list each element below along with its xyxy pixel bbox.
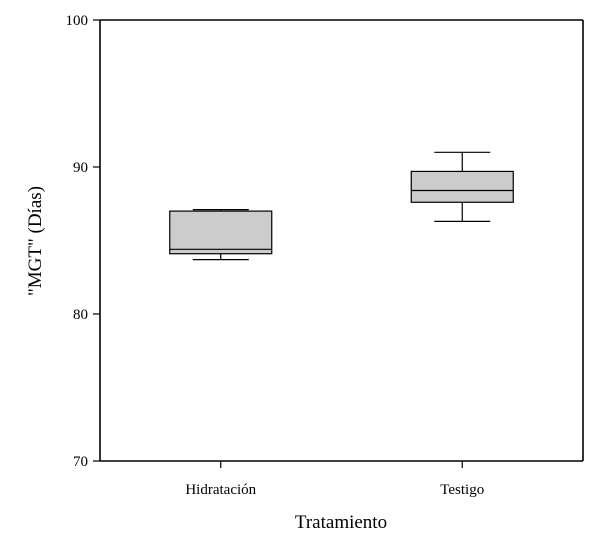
x-tick-label-1: Testigo xyxy=(440,482,484,498)
y-tick-label-90: 90 xyxy=(73,160,88,176)
x-ticks: Hidratación Testigo xyxy=(185,461,484,498)
iqr-box xyxy=(410,170,514,203)
y-tick-label-80: 80 xyxy=(73,307,88,323)
boxes xyxy=(169,151,514,261)
y-tick-label-100: 100 xyxy=(66,13,89,29)
iqr-box xyxy=(169,210,273,255)
y-ticks: 70 80 90 100 xyxy=(66,13,100,470)
y-axis-title: "MGT" (Días) xyxy=(25,186,46,296)
y-tick-label-70: 70 xyxy=(73,454,88,470)
x-tick-label-0: Hidratación xyxy=(185,482,256,498)
x-axis-title: Tratamiento xyxy=(295,512,387,533)
box-group-0 xyxy=(169,209,273,261)
box-group-1 xyxy=(410,151,514,222)
